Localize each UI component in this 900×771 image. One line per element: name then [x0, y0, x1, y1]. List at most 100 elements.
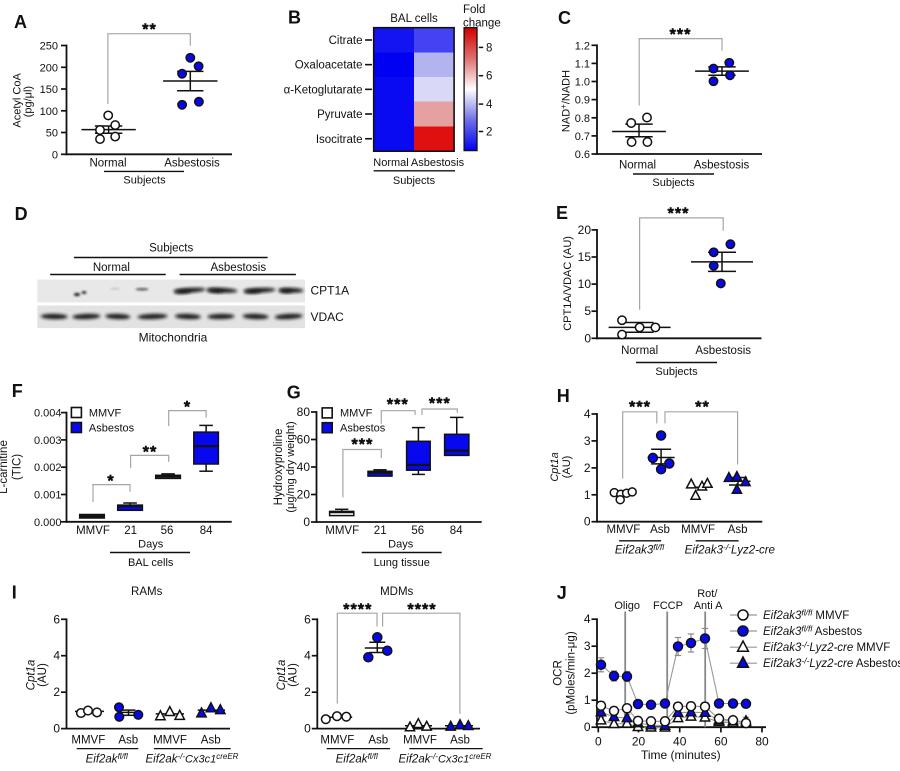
svg-text:6: 6 [486, 71, 492, 83]
svg-text:2: 2 [584, 666, 591, 680]
svg-text:(AU): (AU) [561, 456, 573, 479]
svg-text:Eif2ak-/-Cx3c1creER: Eif2ak-/-Cx3c1creER [146, 752, 239, 766]
svg-text:NAD+/NADH: NAD+/NADH [559, 70, 573, 132]
svg-text:Eif2ak3fl/fl: Eif2ak3fl/fl [615, 542, 665, 557]
svg-text:1: 1 [584, 693, 591, 707]
svg-text:8: 8 [486, 42, 492, 54]
svg-text:Eif2ak3fl/fl Asbestos: Eif2ak3fl/fl Asbestos [763, 623, 862, 638]
svg-text:CPT1A/VDAC (AU): CPT1A/VDAC (AU) [562, 236, 574, 331]
svg-text:A: A [14, 12, 27, 32]
svg-text:2: 2 [53, 685, 60, 699]
svg-text:Eif2akfl/fl: Eif2akfl/fl [336, 752, 378, 766]
svg-text:MMVF: MMVF [320, 734, 354, 746]
svg-text:FCCP: FCCP [653, 600, 683, 612]
svg-text:4: 4 [584, 612, 591, 626]
svg-text:0: 0 [584, 720, 591, 734]
svg-text:Asbestosis: Asbestosis [694, 160, 750, 172]
svg-text:Citrate: Citrate [329, 35, 363, 47]
svg-text:60: 60 [297, 433, 311, 447]
svg-text:60: 60 [714, 735, 728, 749]
svg-text:Asb: Asb [450, 734, 470, 746]
svg-text:Asbestosis: Asbestosis [695, 345, 751, 357]
svg-text:MMVF: MMVF [153, 734, 187, 746]
svg-text:2: 2 [486, 127, 492, 139]
svg-text:Asb: Asb [118, 734, 138, 746]
svg-text:F: F [12, 381, 23, 401]
svg-text:MDMs: MDMs [380, 586, 413, 598]
svg-text:MMVF: MMVF [76, 525, 110, 537]
svg-text:(TIC): (TIC) [12, 454, 24, 480]
svg-text:Oligo: Oligo [614, 600, 640, 612]
svg-text:4: 4 [486, 99, 493, 111]
svg-text:(AU): (AU) [37, 663, 49, 687]
svg-text:J: J [557, 583, 567, 603]
svg-text:200: 200 [40, 62, 58, 74]
svg-text:BAL cells: BAL cells [128, 557, 174, 569]
svg-text:Time (minutes): Time (minutes) [641, 748, 721, 762]
svg-text:0: 0 [53, 722, 60, 736]
svg-text:4: 4 [53, 649, 60, 663]
svg-text:80: 80 [755, 735, 769, 749]
svg-text:MMVF: MMVF [606, 524, 640, 536]
svg-text:Oxaloacetate: Oxaloacetate [295, 60, 363, 72]
svg-text:D: D [15, 204, 28, 224]
svg-text:5: 5 [584, 304, 591, 318]
svg-text:MMVF: MMVF [403, 734, 437, 746]
svg-text:Asb: Asb [650, 524, 670, 536]
svg-text:21: 21 [124, 525, 137, 537]
svg-text:4: 4 [304, 649, 311, 663]
svg-text:Hydroxyproline: Hydroxyproline [273, 429, 285, 506]
svg-text:H: H [557, 386, 570, 406]
svg-text:(AU): (AU) [288, 663, 300, 687]
svg-text:Eif2ak3-/-Lyz2-cre MMVF: Eif2ak3-/-Lyz2-cre MMVF [763, 640, 890, 655]
svg-text:50: 50 [46, 128, 58, 140]
svg-text:Eif2akfl/fl: Eif2akfl/fl [86, 752, 128, 766]
svg-text:Asbestosis: Asbestosis [210, 262, 266, 274]
svg-text:Cpt1a: Cpt1a [549, 452, 561, 481]
svg-text:Eif2ak-/-Cx3c1creER: Eif2ak-/-Cx3c1creER [399, 752, 492, 766]
svg-text:1.1: 1.1 [575, 58, 590, 70]
svg-text:84: 84 [450, 525, 463, 537]
svg-text:MMVF: MMVF [71, 734, 105, 746]
svg-text:2: 2 [304, 685, 311, 699]
svg-text:Fold: Fold [463, 4, 485, 16]
svg-text:Days: Days [138, 539, 164, 551]
svg-text:G: G [287, 382, 301, 402]
svg-text:Subjects: Subjects [393, 175, 436, 187]
svg-text:(μg/mg dry weight): (μg/mg dry weight) [285, 421, 297, 512]
svg-text:40: 40 [673, 735, 687, 749]
svg-text:Eif2ak3-/-Lyz2-cre: Eif2ak3-/-Lyz2-cre [685, 542, 775, 557]
svg-text:Mitochondria: Mitochondria [139, 331, 208, 345]
svg-text:40: 40 [297, 460, 311, 474]
svg-text:Normal: Normal [373, 157, 408, 169]
svg-text:Normal: Normal [621, 345, 658, 357]
svg-text:0.003: 0.003 [34, 435, 62, 447]
svg-text:56: 56 [411, 525, 424, 537]
svg-text:Acetyl CoA: Acetyl CoA [12, 73, 24, 128]
svg-text:0: 0 [595, 735, 602, 749]
svg-text:Eif2ak3-/-Lyz2-cre Asbestos: Eif2ak3-/-Lyz2-cre Asbestos [763, 656, 900, 671]
svg-text:1.0: 1.0 [575, 77, 590, 89]
svg-text:MMVF: MMVF [681, 524, 715, 536]
svg-text:0.001: 0.001 [34, 490, 62, 502]
svg-text:20: 20 [632, 735, 646, 749]
svg-text:1.2: 1.2 [575, 40, 590, 52]
svg-text:0: 0 [52, 149, 58, 161]
svg-text:Asb: Asb [368, 734, 388, 746]
svg-text:0: 0 [303, 515, 310, 529]
svg-text:150: 150 [40, 84, 58, 96]
svg-text:20: 20 [297, 488, 311, 502]
svg-text:Rot/: Rot/ [697, 588, 718, 600]
svg-text:VDAC: VDAC [311, 310, 345, 324]
svg-text:CPT1A: CPT1A [311, 284, 350, 298]
svg-text:MMVF: MMVF [325, 525, 359, 537]
svg-text:Cpt1a: Cpt1a [276, 660, 288, 691]
svg-text:100: 100 [40, 106, 58, 118]
svg-text:Subjects: Subjects [652, 177, 695, 189]
svg-text:0: 0 [584, 515, 591, 529]
svg-text:Asbestos: Asbestos [340, 423, 386, 435]
svg-text:6: 6 [304, 612, 311, 626]
svg-text:α-Ketoglutarate: α-Ketoglutarate [284, 84, 363, 96]
svg-text:Cpt1a: Cpt1a [26, 660, 38, 691]
svg-text:B: B [288, 8, 301, 28]
